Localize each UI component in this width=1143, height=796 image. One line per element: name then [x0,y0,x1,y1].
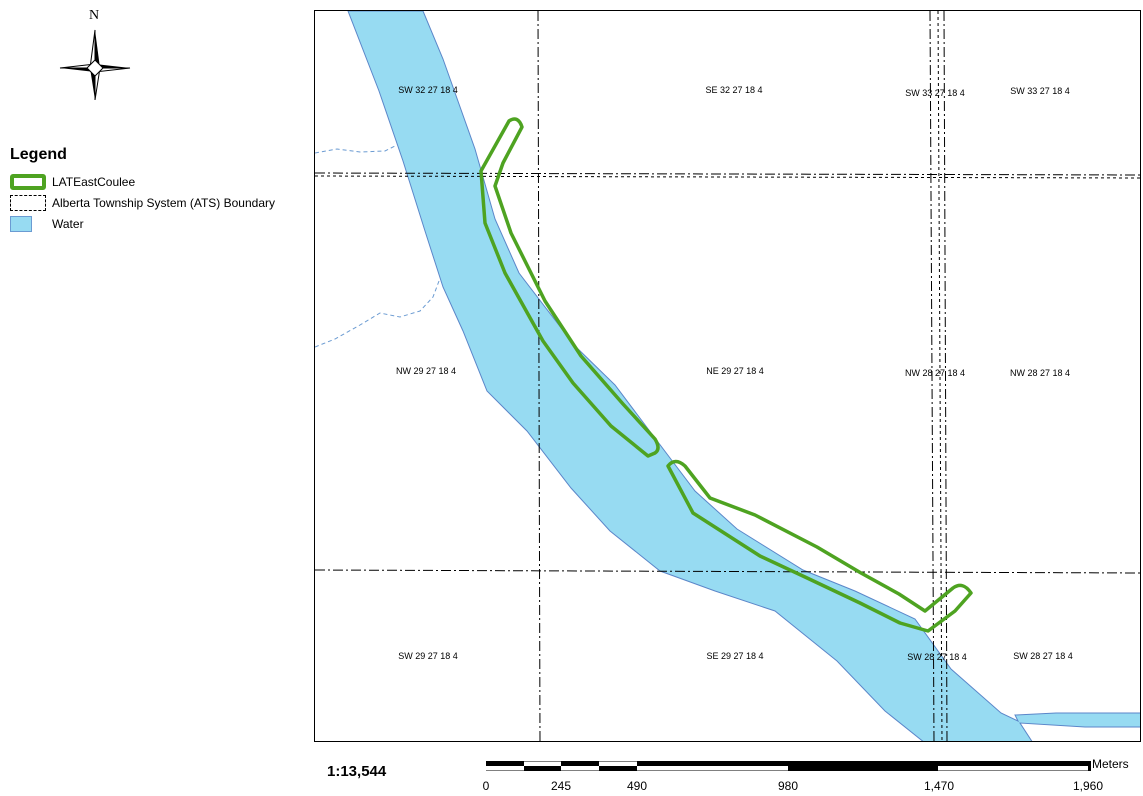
parcel-label: SW 28 27 18 4 [1013,651,1073,661]
parcel-label: NE 29 27 18 4 [706,366,764,376]
legend-label: Water [52,217,84,231]
parcel-label: NW 28 27 18 4 [904,368,966,378]
scale-tick: 245 [550,779,572,793]
legend: Legend LATEastCoulee Alberta Township Sy… [10,146,310,235]
legend-item-water: Water [10,214,310,234]
parcel-label: SW 33 27 18 4 [905,88,965,98]
legend-label: Alberta Township System (ATS) Boundary [52,196,275,210]
legend-title: Legend [10,146,67,163]
stream-line [315,280,440,348]
water-swatch-icon [10,216,32,232]
parcel-label: SE 29 27 18 4 [706,651,764,661]
map-canvas[interactable] [315,11,1141,742]
legend-item-ats: Alberta Township System (ATS) Boundary [10,193,310,213]
stream-line [315,140,406,154]
lat-swatch-icon [10,174,46,190]
north-label: N [89,8,100,23]
ats-swatch-icon [10,195,46,211]
lat-east-coulee-south [666,459,973,633]
scale-tick: 1,470 [923,779,955,793]
lat-east-coulee-north [479,117,660,458]
scale-ratio: 1:13,544 [327,763,387,780]
scale-tick: 0 [482,779,490,793]
parcel-label: SW 33 27 18 4 [1010,86,1070,96]
north-arrow-icon [59,29,131,100]
legend-label: LATEastCoulee [52,175,136,189]
scale-tick: 980 [777,779,799,793]
parcel-label: SW 29 27 18 4 [398,651,458,661]
scale-unit: Meters [1092,757,1129,771]
parcel-label: SW 32 27 18 4 [398,85,458,95]
river-polygon [347,11,1140,741]
parcel-label: NW 28 27 18 4 [1009,368,1071,378]
parcel-label: SW 28 27 18 4 [907,652,967,662]
scale-bar [486,761,1091,771]
parcel-label: NW 29 27 18 4 [395,366,457,376]
legend-item-lat: LATEastCoulee [10,172,310,192]
scale-tick: 490 [626,779,648,793]
ats-boundaries [315,11,1140,741]
map-frame[interactable]: SW 32 27 18 4 SE 32 27 18 4 SW 33 27 18 … [314,10,1141,742]
parcel-label: SE 32 27 18 4 [705,85,763,95]
scale-tick: 1,960 [1072,779,1104,793]
